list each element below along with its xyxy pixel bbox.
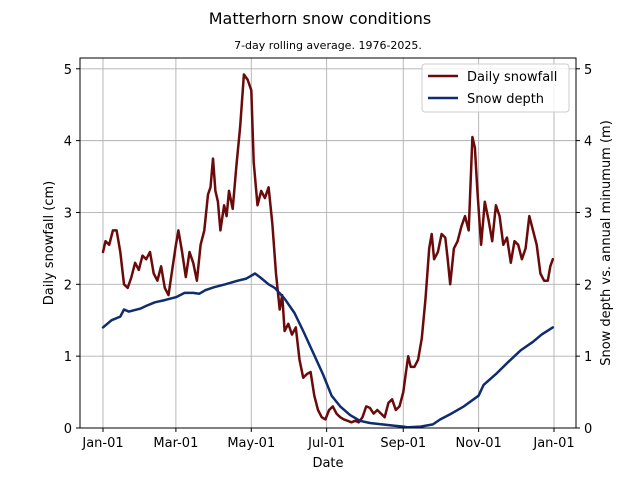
x-axis-label: Date (312, 456, 343, 471)
series-line-snow-depth (101, 272, 555, 429)
y-tick-label-left: 1 (64, 350, 72, 365)
y-axis-right: 0 1 2 3 4 5 (576, 63, 592, 437)
y-tick-label-left: 0 (64, 422, 72, 437)
y-tick-label-left: 4 (64, 135, 72, 150)
grid (80, 58, 576, 429)
x-tick-label: Mar-01 (153, 436, 198, 451)
y-tick-label-right: 3 (584, 206, 592, 221)
legend-label-daily-snowfall: Daily snowfall (467, 70, 557, 85)
y-tick-label-right: 2 (584, 278, 592, 293)
y-axis-right-label: Snow depth vs. annual minumum (m) (599, 120, 614, 366)
y-tick-label-right: 0 (584, 422, 592, 437)
y-tick-label-right: 1 (584, 350, 592, 365)
x-tick-label: Jul-01 (307, 436, 345, 451)
plot-frame (79, 57, 577, 429)
x-tick-label: Nov-01 (455, 436, 501, 451)
legend-label-snow-depth: Snow depth (467, 92, 544, 107)
x-tick-label: Sep-01 (380, 436, 426, 451)
y-tick-label-left: 2 (64, 278, 72, 293)
y-tick-label-right: 4 (584, 135, 592, 150)
x-axis: Jan-01 Mar-01 May-01 Jul-01 Sep-01 Nov-01 Jan-… (81, 428, 575, 451)
legend-box (421, 63, 570, 113)
y-axis-left-label: Daily snowfall (cm) (42, 181, 57, 305)
x-tick-label: Jan-01 (532, 436, 574, 451)
y-tick-label-right: 5 (584, 63, 592, 78)
legend: Daily snowfall Snow depth (421, 63, 570, 113)
series-lines (101, 73, 555, 429)
y-axis-left: 0 1 2 3 4 5 (64, 63, 80, 437)
x-tick-label: May-01 (227, 436, 275, 451)
chart-title: Matterhorn snow conditions (209, 9, 432, 28)
y-tick-label-left: 5 (64, 63, 72, 78)
x-tick-label: Jan-01 (81, 436, 123, 451)
y-tick-label-left: 3 (64, 206, 72, 221)
series-line-daily-snowfall (101, 73, 555, 424)
chart-subtitle: 7-day rolling average. 1976-2025. (234, 39, 422, 52)
